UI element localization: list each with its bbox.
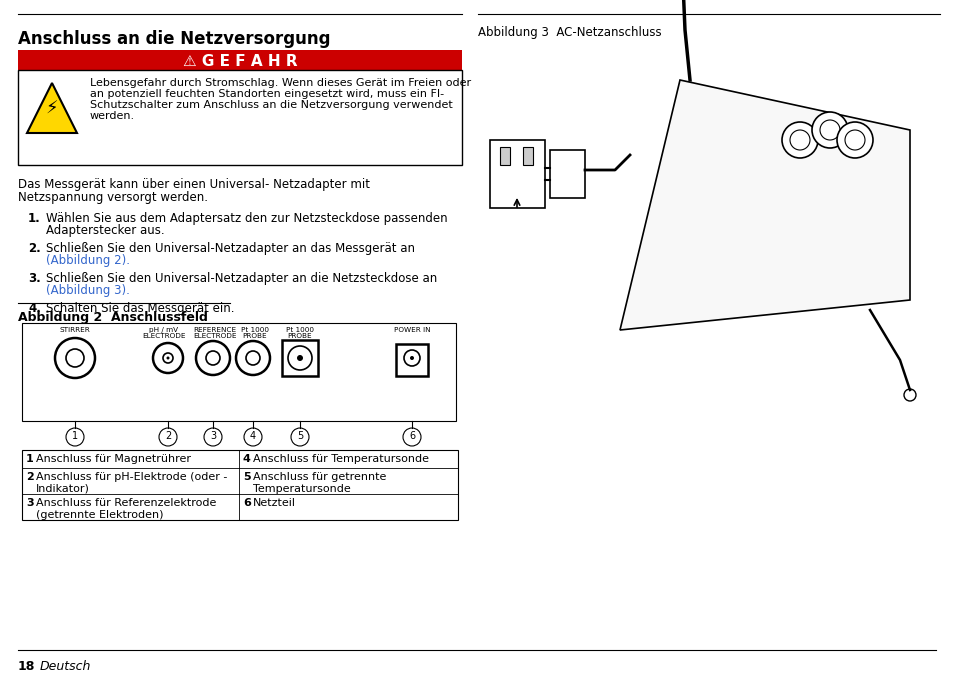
Text: 18: 18 xyxy=(18,660,35,673)
Text: 2: 2 xyxy=(26,472,33,482)
Circle shape xyxy=(402,428,420,446)
Circle shape xyxy=(235,341,270,375)
Text: (Abbildung 3).: (Abbildung 3). xyxy=(46,284,130,297)
Circle shape xyxy=(66,349,84,367)
Bar xyxy=(395,344,428,376)
Bar xyxy=(18,50,461,70)
Circle shape xyxy=(152,343,183,373)
Text: 5: 5 xyxy=(243,472,251,482)
Text: 1: 1 xyxy=(26,454,33,464)
Circle shape xyxy=(204,428,222,446)
Text: 2: 2 xyxy=(165,431,171,441)
Bar xyxy=(490,140,544,208)
Bar xyxy=(18,70,461,165)
Text: 2.: 2. xyxy=(28,242,41,255)
Text: 6: 6 xyxy=(409,431,415,441)
Circle shape xyxy=(163,353,172,363)
Circle shape xyxy=(789,130,809,150)
Text: Schalten Sie das Messgerät ein.: Schalten Sie das Messgerät ein. xyxy=(46,302,234,315)
Text: Anschluss für Magnetrührer: Anschluss für Magnetrührer xyxy=(36,454,191,464)
Text: Anschluss für pH-Elektrode (oder -
Indikator): Anschluss für pH-Elektrode (oder - Indik… xyxy=(36,472,227,493)
Polygon shape xyxy=(27,83,77,133)
Circle shape xyxy=(820,120,840,140)
Text: 4: 4 xyxy=(243,454,251,464)
Bar xyxy=(282,340,317,376)
Circle shape xyxy=(288,346,312,370)
Text: Schutzschalter zum Anschluss an die Netzversorgung verwendet: Schutzschalter zum Anschluss an die Netz… xyxy=(90,100,453,110)
Circle shape xyxy=(195,341,230,375)
Circle shape xyxy=(296,355,303,361)
Bar xyxy=(522,147,533,165)
Text: Netzteil: Netzteil xyxy=(253,498,295,508)
Text: Anschluss für Temperatursonde: Anschluss für Temperatursonde xyxy=(253,454,429,464)
Text: Schließen Sie den Universal-Netzadapter an die Netzsteckdose an: Schließen Sie den Universal-Netzadapter … xyxy=(46,272,436,285)
Text: 1.: 1. xyxy=(28,212,41,225)
Text: Pt 1000: Pt 1000 xyxy=(286,327,314,333)
Text: 5: 5 xyxy=(296,431,303,441)
Text: 4: 4 xyxy=(250,431,255,441)
Text: Wählen Sie aus dem Adaptersatz den zur Netzsteckdose passenden: Wählen Sie aus dem Adaptersatz den zur N… xyxy=(46,212,447,225)
Text: Lebensgefahr durch Stromschlag. Wenn dieses Gerät im Freien oder: Lebensgefahr durch Stromschlag. Wenn die… xyxy=(90,78,471,88)
Text: (Abbildung 2).: (Abbildung 2). xyxy=(46,254,130,267)
Circle shape xyxy=(55,338,95,378)
Circle shape xyxy=(159,428,177,446)
Text: STIRRER: STIRRER xyxy=(59,327,91,333)
Circle shape xyxy=(410,356,414,360)
Text: Deutsch: Deutsch xyxy=(40,660,91,673)
Circle shape xyxy=(903,389,915,401)
Bar xyxy=(22,323,456,421)
Text: ⚠ G E F A H R: ⚠ G E F A H R xyxy=(182,54,297,69)
Circle shape xyxy=(811,112,847,148)
Text: 6: 6 xyxy=(243,498,251,508)
Circle shape xyxy=(246,351,260,365)
Bar xyxy=(22,450,457,520)
Text: werden.: werden. xyxy=(90,111,135,121)
Circle shape xyxy=(66,428,84,446)
Circle shape xyxy=(836,122,872,158)
Text: Anschluss an die Netzversorgung: Anschluss an die Netzversorgung xyxy=(18,30,330,48)
Polygon shape xyxy=(619,80,909,330)
Text: Abbildung 2  Anschlussfeld: Abbildung 2 Anschlussfeld xyxy=(18,311,208,324)
Text: Adapterstecker aus.: Adapterstecker aus. xyxy=(46,224,165,237)
Text: PROBE: PROBE xyxy=(288,333,312,339)
Text: POWER IN: POWER IN xyxy=(394,327,430,333)
Text: Abbildung 3  AC-Netzanschluss: Abbildung 3 AC-Netzanschluss xyxy=(477,26,661,39)
Text: Pt 1000: Pt 1000 xyxy=(241,327,269,333)
Text: 3: 3 xyxy=(26,498,33,508)
Text: an potenziell feuchten Standorten eingesetzt wird, muss ein FI-: an potenziell feuchten Standorten einges… xyxy=(90,89,444,99)
Circle shape xyxy=(244,428,262,446)
Circle shape xyxy=(844,130,864,150)
Text: PROBE: PROBE xyxy=(242,333,267,339)
Circle shape xyxy=(781,122,817,158)
Bar xyxy=(499,147,510,165)
Text: Anschluss für Referenzelektrode
(getrennte Elektroden): Anschluss für Referenzelektrode (getrenn… xyxy=(36,498,216,520)
Text: 4.: 4. xyxy=(28,302,41,315)
Circle shape xyxy=(403,350,419,366)
Text: Schließen Sie den Universal-Netzadapter an das Messgerät an: Schließen Sie den Universal-Netzadapter … xyxy=(46,242,415,255)
Text: 3.: 3. xyxy=(28,272,41,285)
Text: ⚡: ⚡ xyxy=(46,100,58,118)
Text: 1: 1 xyxy=(71,431,78,441)
Text: pH / mV: pH / mV xyxy=(150,327,178,333)
Circle shape xyxy=(167,357,170,359)
Text: REFERENCE: REFERENCE xyxy=(193,327,236,333)
Text: 3: 3 xyxy=(210,431,215,441)
Text: ELECTRODE: ELECTRODE xyxy=(142,333,186,339)
Text: Das Messgerät kann über einen Universal- Netzadapter mit: Das Messgerät kann über einen Universal-… xyxy=(18,178,370,191)
Circle shape xyxy=(206,351,220,365)
Text: ELECTRODE: ELECTRODE xyxy=(193,333,236,339)
Text: Netzspannung versorgt werden.: Netzspannung versorgt werden. xyxy=(18,191,208,204)
Bar xyxy=(550,150,584,198)
Text: Anschluss für getrennte
Temperatursonde: Anschluss für getrennte Temperatursonde xyxy=(253,472,386,493)
Circle shape xyxy=(291,428,309,446)
